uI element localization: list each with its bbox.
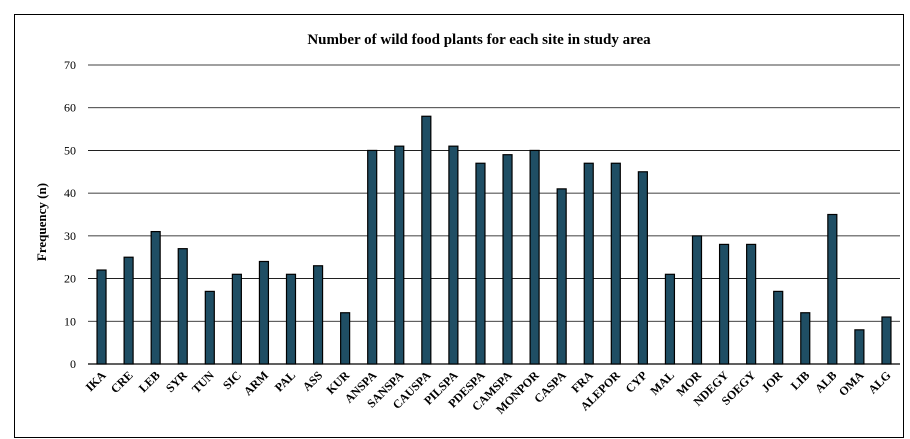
bar-oma: [854, 329, 865, 365]
x-tick-label-oma: OMA: [836, 368, 867, 399]
y-tick-label: 60: [64, 101, 76, 115]
y-tick-label: 10: [64, 314, 76, 328]
bar-alepor: [610, 162, 621, 365]
bar-caspa: [556, 188, 567, 365]
bar-mor: [691, 235, 703, 365]
x-tick-label-ass: ASS: [300, 368, 326, 394]
bar-tun: [204, 290, 215, 365]
y-tick-label: 0: [70, 357, 76, 371]
bar-alg: [881, 316, 892, 365]
bar-kur: [340, 312, 351, 365]
x-tick-label-syr: SYR: [163, 368, 190, 395]
bar-syr: [177, 248, 188, 365]
chart-frame: [14, 14, 904, 438]
x-tick-label-tun: TUN: [189, 368, 217, 396]
x-tick-label-mal: MAL: [647, 368, 677, 398]
bar-ass: [312, 265, 324, 365]
bar-sic: [231, 273, 242, 365]
y-tick-label: 30: [64, 229, 76, 243]
x-tick-label-pal: PAL: [272, 368, 298, 394]
bar-arm: [258, 260, 270, 365]
y-axis-label: Frequency (n): [34, 183, 49, 261]
bar-mal: [664, 273, 676, 365]
bar-jor: [773, 290, 784, 365]
bar-pdespa: [475, 162, 486, 365]
y-tick-label: 20: [64, 272, 76, 286]
bar-alb: [827, 213, 838, 365]
x-tick-label-jor: JOR: [758, 368, 785, 395]
bar-lib: [800, 312, 811, 365]
bar-leb: [150, 230, 161, 365]
bar-fra: [583, 162, 594, 365]
bar-cyp: [637, 171, 648, 365]
chart-title: Number of wild food plants for each site…: [307, 32, 651, 48]
bar-camspa: [502, 154, 513, 365]
bar-monpor: [529, 149, 540, 365]
y-tick-label: 40: [64, 186, 76, 200]
bar-pilspa: [448, 145, 459, 365]
bar-causpa: [421, 115, 432, 365]
x-tick-label-alg: ALG: [865, 368, 893, 396]
bar-soegy: [746, 243, 757, 365]
bar-pal: [285, 273, 297, 365]
x-tick-label-lib: LIB: [788, 368, 813, 393]
bar-anspa: [367, 149, 378, 365]
bar-sanspa: [394, 145, 405, 365]
bar-cre: [123, 256, 134, 365]
x-tick-label-ika: IKA: [83, 368, 109, 394]
y-tick-labels: 0 10 20 30 40 50 60 70: [64, 58, 76, 371]
bar-ndegy: [718, 243, 730, 365]
bars: [96, 115, 892, 365]
y-tick-label: 50: [64, 143, 76, 157]
x-tick-label-alb: ALB: [812, 368, 839, 395]
x-tick-label-cre: CRE: [108, 368, 136, 396]
x-tick-label-arm: ARM: [241, 368, 271, 398]
x-tick-label-cyp: CYP: [623, 368, 650, 395]
bar-ika: [96, 269, 107, 365]
x-tick-label-leb: LEB: [136, 368, 163, 395]
gridlines: [88, 64, 900, 365]
y-tick-label: 70: [64, 58, 76, 72]
